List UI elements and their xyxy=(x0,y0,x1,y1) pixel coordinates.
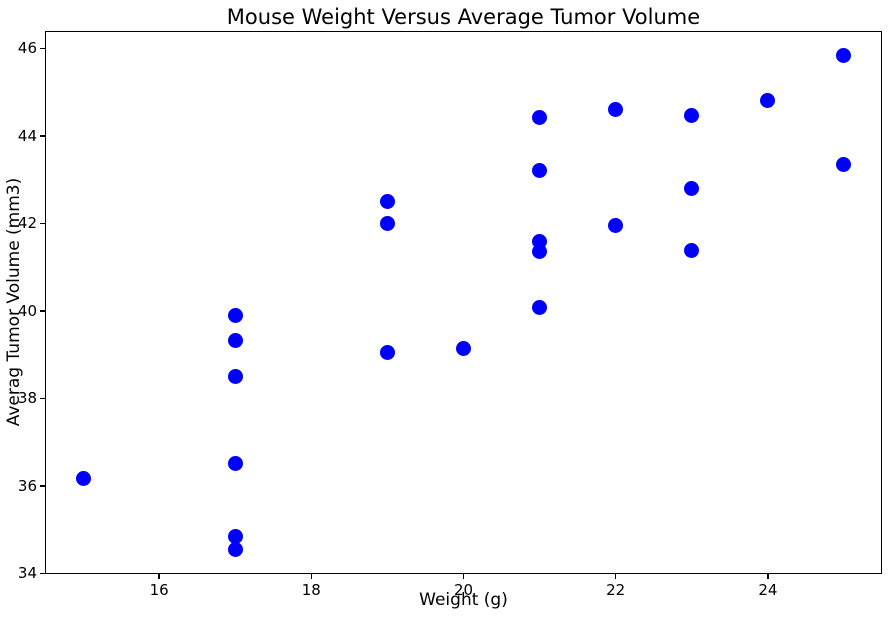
x-tick-label: 24 xyxy=(758,581,778,599)
y-tick-mark xyxy=(40,485,45,487)
y-tick-label: 46 xyxy=(17,39,37,57)
x-tick-label: 18 xyxy=(301,581,321,599)
data-point xyxy=(684,242,700,258)
data-point xyxy=(684,107,700,123)
y-tick-mark xyxy=(40,397,45,400)
data-point xyxy=(227,541,243,557)
x-tick-mark xyxy=(158,574,160,579)
data-point xyxy=(608,218,624,234)
data-point xyxy=(836,48,852,64)
data-point xyxy=(836,157,852,173)
data-point xyxy=(456,341,471,357)
y-tick-label: 38 xyxy=(17,389,37,408)
chart-title: Mouse Weight Versus Average Tumor Volume xyxy=(226,5,701,29)
y-tick-mark xyxy=(40,310,45,312)
data-point xyxy=(227,332,243,348)
data-point xyxy=(532,300,548,316)
data-point xyxy=(532,234,548,250)
x-tick-label: 22 xyxy=(606,581,626,599)
y-tick-label: 40 xyxy=(17,301,37,320)
data-point xyxy=(532,110,548,126)
y-tick-label: 44 xyxy=(17,126,37,145)
y-tick-mark xyxy=(40,222,45,225)
x-tick-mark xyxy=(462,574,465,579)
x-tick-mark xyxy=(310,574,312,579)
y-tick-mark xyxy=(40,47,45,50)
data-point xyxy=(379,216,395,232)
data-point xyxy=(227,368,243,384)
data-point xyxy=(684,181,700,197)
x-tick-mark xyxy=(615,574,617,579)
x-tick-mark xyxy=(767,574,769,579)
y-tick-mark xyxy=(40,135,45,137)
x-axis-label: Weight (g) xyxy=(419,590,508,610)
data-point xyxy=(532,162,548,178)
y-tick-label: 36 xyxy=(17,476,37,495)
data-point xyxy=(379,193,395,209)
data-point xyxy=(227,529,243,545)
data-point xyxy=(75,470,91,486)
x-tick-label: 20 xyxy=(453,581,474,599)
y-tick-mark xyxy=(40,572,45,575)
plot-area xyxy=(45,31,882,574)
data-point xyxy=(608,101,624,117)
data-point xyxy=(227,456,243,472)
data-point xyxy=(227,308,243,324)
y-tick-label: 42 xyxy=(17,214,37,233)
y-tick-label: 34 xyxy=(17,564,37,583)
data-point xyxy=(379,345,395,361)
x-tick-label: 16 xyxy=(149,581,169,599)
data-point xyxy=(760,93,776,109)
